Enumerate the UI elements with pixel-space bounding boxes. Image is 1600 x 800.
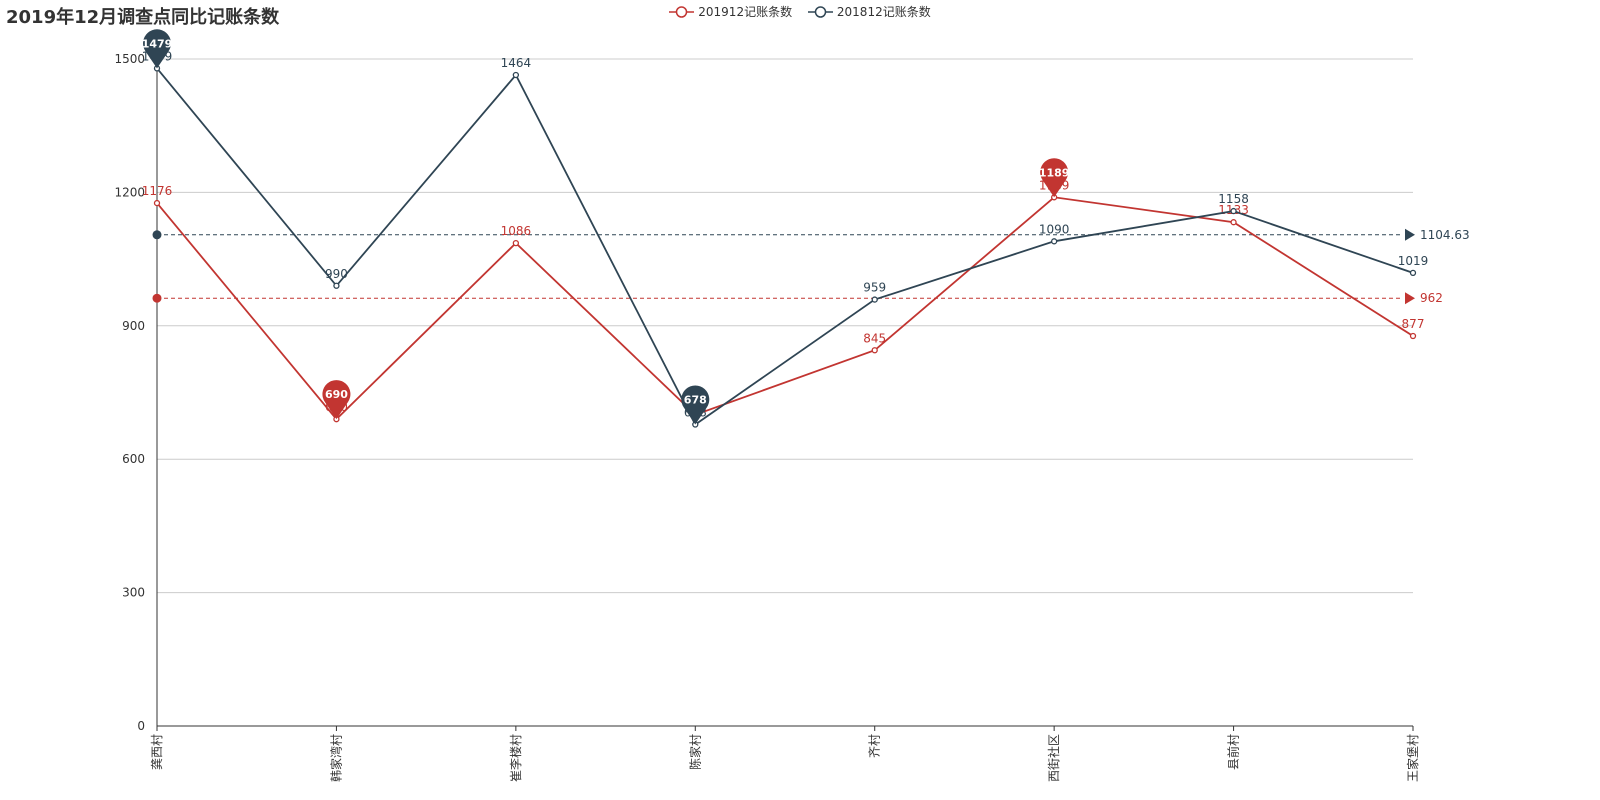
x-tick-label: 县前村 [1226, 734, 1241, 770]
data-point [153, 199, 161, 207]
y-tick-label: 1200 [114, 185, 145, 199]
data-label: 877 [1402, 317, 1425, 331]
x-tick-label: 龚西村 [149, 734, 164, 770]
y-tick-label: 300 [122, 586, 145, 600]
data-label: 1090 [1039, 222, 1070, 236]
average-label: 1104.63 [1420, 228, 1470, 242]
legend-symbol-2019-icon [669, 5, 695, 18]
legend-item-2018[interactable]: 201812记账条数 [807, 3, 931, 20]
x-tick-label: 韩家湾村 [328, 734, 343, 782]
marker-pin-label: 690 [325, 388, 348, 401]
data-label: 1464 [501, 56, 532, 70]
data-label: 1086 [501, 224, 532, 238]
average-arrow-icon [1405, 228, 1415, 241]
marker-pin-icon [1040, 158, 1069, 198]
legend: 201912记账条数 201812记账条数 [0, 3, 1600, 22]
average-arrow-icon [1405, 292, 1415, 305]
average-start-dot [152, 293, 162, 303]
y-tick-label: 0 [137, 719, 145, 733]
data-label: 959 [863, 281, 886, 295]
x-tick-label: 西街社区 [1046, 734, 1061, 782]
chart-title: 2019年12月调查点同比记账条数 [6, 7, 280, 28]
data-label: 1019 [1398, 254, 1429, 268]
data-point [333, 282, 340, 289]
data-point [871, 296, 878, 303]
data-point [1050, 238, 1058, 245]
marker-pin-icon [681, 385, 710, 425]
data-label: 990 [325, 267, 348, 281]
series-line [156, 196, 1414, 421]
data-label: 1176 [142, 184, 173, 198]
x-tick-label: 齐村 [867, 734, 882, 758]
x-tick-label: 陈家村 [687, 734, 702, 770]
data-point [1409, 332, 1417, 340]
marker-pin-label: 1189 [1039, 166, 1070, 179]
data-point [512, 71, 520, 79]
legend-label-2018: 201812记账条数 [836, 5, 931, 19]
marker-pin-icon [143, 29, 171, 69]
marker-pin-label: 1479 [142, 37, 173, 50]
series-line [156, 67, 1414, 426]
y-tick-label: 1500 [114, 52, 145, 66]
x-tick-label: 王家堡村 [1405, 734, 1420, 782]
data-label: 845 [863, 331, 886, 345]
average-start-dot [152, 230, 162, 240]
y-tick-label: 600 [122, 452, 145, 466]
marker-pin-icon [322, 380, 351, 420]
average-label: 962 [1420, 291, 1443, 305]
data-point [1409, 269, 1417, 277]
legend-symbol-2018-icon [807, 5, 833, 18]
data-point [1230, 207, 1237, 215]
y-tick-label: 900 [122, 319, 145, 333]
marker-pin-label: 678 [684, 394, 707, 407]
x-tick-label: 崔李楼村 [508, 734, 523, 782]
legend-item-2019[interactable]: 201912记账条数 [669, 3, 792, 20]
data-label: 1158 [1218, 192, 1249, 206]
legend-label-2019: 201912记账条数 [698, 5, 793, 19]
data-point [512, 239, 520, 247]
data-point [871, 347, 878, 354]
data-point [1230, 219, 1237, 226]
